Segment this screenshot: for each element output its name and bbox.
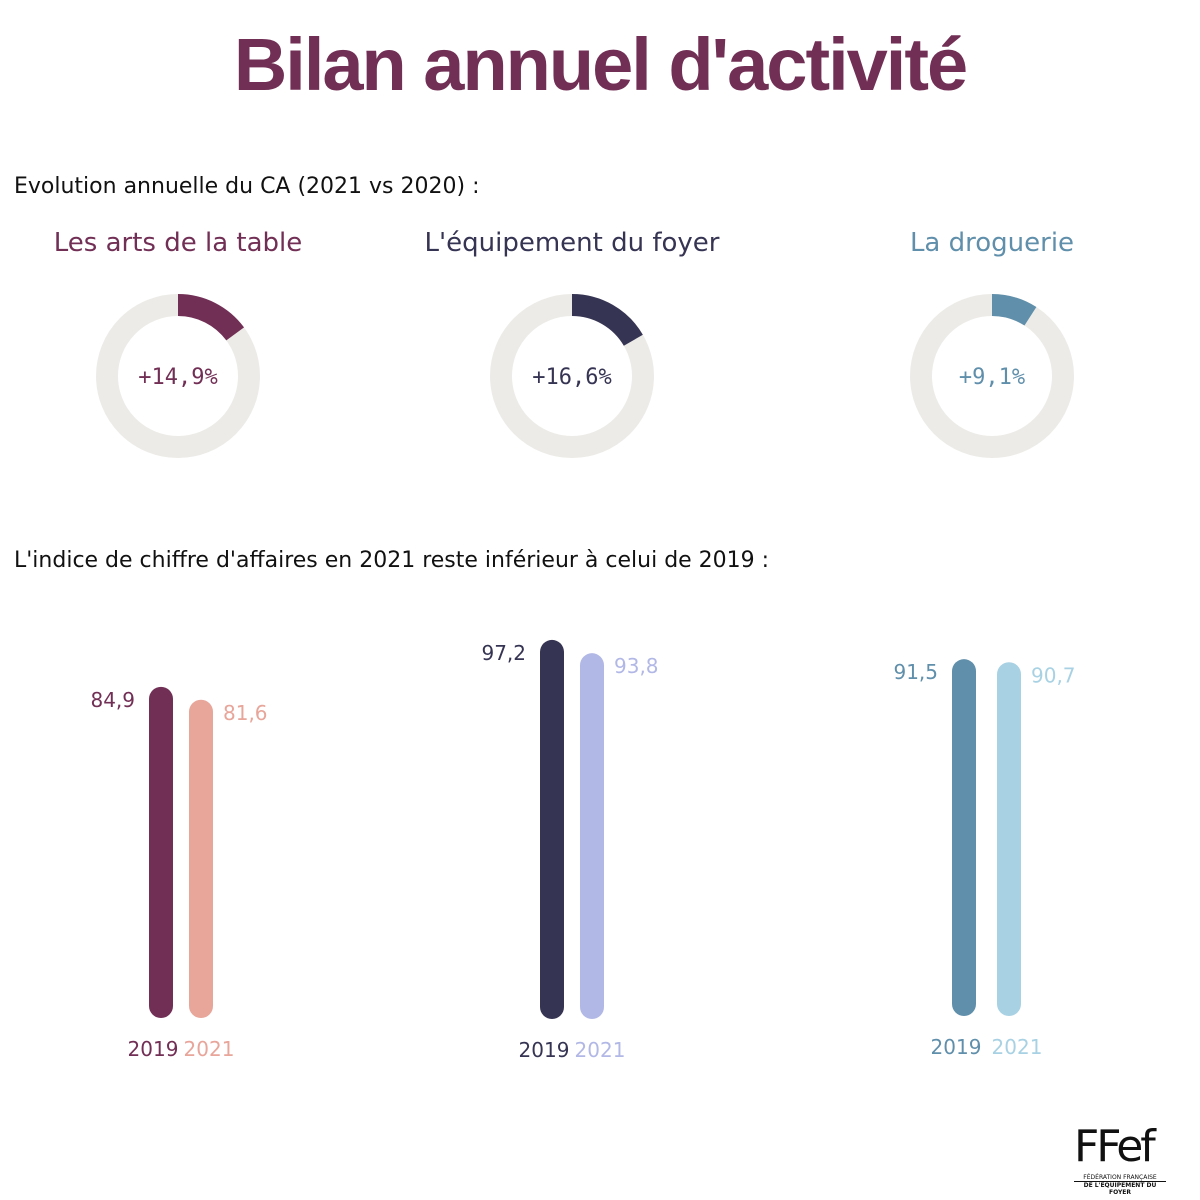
donut-value: +9,1% xyxy=(959,365,1025,390)
bar-value-label: 91,5 xyxy=(893,660,938,684)
logo-line-2: DE L'ÉQUIPEMENT DU FOYER xyxy=(1074,1181,1166,1196)
bar-2019 xyxy=(952,659,976,1016)
donut-svg: +16,6% xyxy=(490,294,654,458)
donut-title: La droguerie xyxy=(909,228,1075,258)
bar-category-label: 2021 xyxy=(184,1037,235,1061)
bar-2019 xyxy=(149,686,173,1018)
bar-2021 xyxy=(997,662,1021,1016)
logo-mark: FFef xyxy=(1074,1121,1156,1172)
ffef-logo: FFef FÉDÉRATION FRANÇAISE DE L'ÉQUIPEMEN… xyxy=(1068,1120,1194,1196)
donut-arc xyxy=(571,294,643,347)
bar-value-label: 93,8 xyxy=(614,654,659,678)
bar-category-label: 2019 xyxy=(519,1038,570,1062)
donut-value: +16,6% xyxy=(532,365,611,390)
donut-svg: +14,9% xyxy=(96,294,260,458)
donut-value: +14,9% xyxy=(138,365,217,390)
donut-svg: +9,1% xyxy=(910,294,1074,458)
logo-subtitle: FÉDÉRATION FRANÇAISE DE L'ÉQUIPEMENT DU … xyxy=(1074,1174,1166,1196)
bar-value-label: 81,6 xyxy=(223,701,268,725)
donut-chart-arts: Les arts de la table +14,9% xyxy=(0,226,368,476)
bar-category-label: 2019 xyxy=(931,1035,982,1059)
donut-arc xyxy=(991,294,1037,326)
section-heading-indice: L'indice de chiffre d'affaires en 2021 r… xyxy=(14,548,770,573)
donut-title: L'équipement du foyer xyxy=(424,228,720,258)
bar-2021 xyxy=(580,653,604,1019)
donut-chart-equipement: L'équipement du foyer +16,6% xyxy=(382,226,762,476)
bar-value-label: 97,2 xyxy=(481,641,526,665)
bar-value-label: 90,7 xyxy=(1031,663,1076,687)
bar-value-label: 84,9 xyxy=(90,688,135,712)
donut-chart-droguerie: La droguerie +9,1% xyxy=(802,226,1182,476)
bar-2019 xyxy=(540,639,564,1019)
bar-category-label: 2019 xyxy=(128,1037,179,1061)
bar-charts: 84,9 2019 81,6 2021 97,2 2019 93,8 2021 91,5 2019… xyxy=(90,639,1076,1062)
bar-category-label: 2021 xyxy=(992,1035,1043,1059)
bar-2021 xyxy=(189,699,213,1018)
donut-title: Les arts de la table xyxy=(53,228,303,258)
logo-line-1: FÉDÉRATION FRANÇAISE xyxy=(1083,1174,1157,1181)
bar-category-label: 2021 xyxy=(575,1038,626,1062)
donut-arc xyxy=(177,294,245,341)
section-heading-evolution: Evolution annuelle du CA (2021 vs 2020) … xyxy=(14,174,480,199)
page-title: Bilan annuel d'activité xyxy=(233,23,968,106)
